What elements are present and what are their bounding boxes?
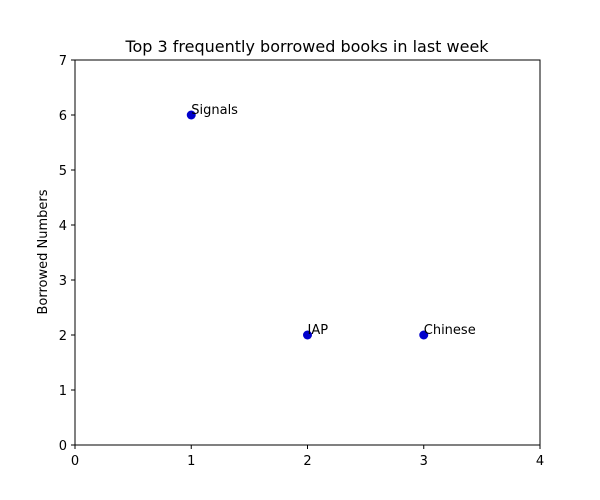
y-tick-label: 2 bbox=[59, 329, 67, 344]
data-point-signals bbox=[186, 110, 196, 120]
point-label-iap: IAP bbox=[308, 323, 329, 338]
y-tick-label: 3 bbox=[59, 274, 67, 289]
data-points: Signals IAP Chinese bbox=[186, 103, 476, 340]
point-label-signals: Signals bbox=[191, 103, 238, 118]
y-tick-label: 0 bbox=[59, 439, 67, 454]
x-tick-label: 1 bbox=[187, 454, 195, 469]
y-tick-label: 5 bbox=[59, 164, 67, 179]
x-axis-ticks: 0 1 2 3 4 bbox=[71, 445, 544, 469]
y-axis-ticks: 0 1 2 3 4 5 6 7 bbox=[59, 54, 75, 454]
x-tick-label: 0 bbox=[71, 454, 79, 469]
y-tick-label: 4 bbox=[59, 219, 67, 234]
data-point-chinese bbox=[419, 330, 429, 340]
y-tick-label: 7 bbox=[59, 54, 67, 69]
x-tick-label: 2 bbox=[303, 454, 311, 469]
point-label-chinese: Chinese bbox=[424, 323, 476, 338]
y-tick-label: 1 bbox=[59, 384, 67, 399]
plot-area-frame bbox=[74, 59, 541, 446]
chart-title: Top 3 frequently borrowed books in last … bbox=[124, 37, 489, 56]
y-tick-label: 6 bbox=[59, 109, 67, 124]
x-tick-label: 4 bbox=[536, 454, 544, 469]
y-axis-label: Borrowed Numbers bbox=[36, 189, 51, 314]
x-tick-label: 3 bbox=[420, 454, 428, 469]
data-point-iap bbox=[303, 330, 312, 340]
